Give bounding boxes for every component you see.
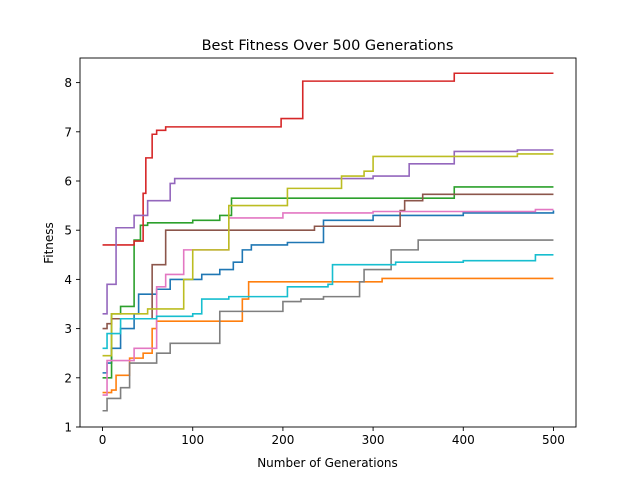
x-tick-label: 200 (271, 433, 294, 447)
axes: 0 100 200 300 400 500 1 2 3 4 5 6 7 8 (64, 57, 577, 447)
x-tick-label: 300 (362, 433, 385, 447)
series-line-3 (102, 186, 554, 379)
series-line-2 (102, 277, 554, 394)
x-tick-label: 0 (99, 433, 107, 447)
series-line-5 (102, 149, 554, 315)
series-layer (102, 72, 555, 412)
chart-title: Best Fitness Over 500 Generations (202, 38, 454, 54)
series-line-10 (102, 254, 554, 350)
series-line-9 (102, 153, 554, 357)
y-tick-label: 8 (64, 76, 72, 90)
y-tick-label: 5 (64, 224, 72, 238)
x-axis-label: Number of Generations (257, 456, 398, 470)
x-tick-label: 400 (452, 433, 475, 447)
y-tick-label: 4 (64, 273, 72, 287)
y-tick-label: 2 (64, 371, 72, 385)
series-line-7 (102, 208, 554, 396)
series-line-4 (102, 72, 554, 246)
y-tick-label: 7 (64, 125, 72, 139)
y-tick-label: 3 (64, 322, 72, 336)
series-line-1 (102, 210, 555, 374)
y-axis-label: Fitness (42, 222, 56, 264)
x-tick-label: 500 (542, 433, 565, 447)
series-line-8 (102, 239, 554, 412)
plot-frame (79, 57, 577, 428)
x-tick-label: 100 (181, 433, 204, 447)
y-tick-label: 1 (64, 421, 72, 435)
y-tick-label: 6 (64, 175, 72, 189)
